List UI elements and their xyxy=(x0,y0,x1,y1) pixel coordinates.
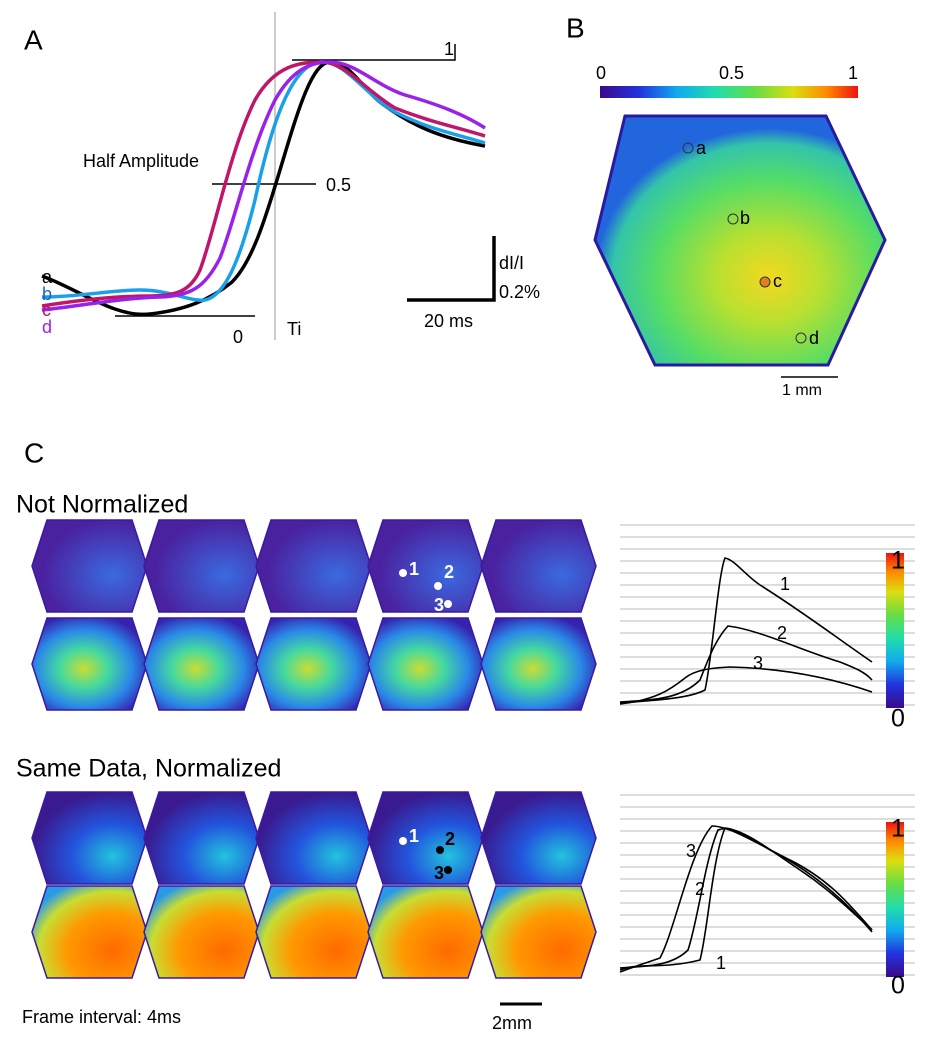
scale-label: 1 mm xyxy=(782,382,822,399)
activation-map xyxy=(255,617,372,711)
colorbar-tick: 1 xyxy=(891,815,905,843)
activation-map xyxy=(255,519,372,613)
colorbar xyxy=(886,553,904,708)
base-label: 0 xyxy=(233,327,243,347)
activation-map xyxy=(367,791,484,885)
scale-y-value: 0.2% xyxy=(499,282,540,302)
panel-label: A xyxy=(24,24,43,55)
activation-map xyxy=(143,791,260,885)
activation-map xyxy=(31,617,148,711)
half-value: 0.5 xyxy=(326,175,351,195)
trace xyxy=(619,557,873,704)
activation-map xyxy=(593,114,887,367)
trace-label: b xyxy=(42,284,52,304)
colorbar-tick: 0.5 xyxy=(719,63,744,83)
trace-label: 3 xyxy=(753,653,763,673)
scale-x-label: 20 ms xyxy=(424,311,473,331)
activation-map xyxy=(143,885,260,979)
activation-map xyxy=(480,885,597,979)
activation-map xyxy=(367,885,484,979)
trace-label: d xyxy=(42,317,52,337)
point-label: 1 xyxy=(409,826,419,846)
trace xyxy=(619,666,873,705)
scale-bar xyxy=(407,236,496,302)
activation-map xyxy=(31,791,148,885)
trace xyxy=(41,60,486,302)
activation-map xyxy=(480,791,597,885)
scale-label: 2mm xyxy=(492,1013,532,1033)
trace xyxy=(619,828,873,969)
trace-label: 2 xyxy=(777,623,787,643)
point-label: b xyxy=(740,208,750,228)
activation-map xyxy=(367,519,484,613)
point-label: 1 xyxy=(409,559,419,579)
point-label: c xyxy=(773,271,782,291)
trace-label: 3 xyxy=(686,841,696,861)
point-label: a xyxy=(696,138,707,158)
activation-map xyxy=(143,519,260,613)
map-point xyxy=(399,569,407,577)
activation-map xyxy=(31,519,148,613)
peak-line xyxy=(292,44,456,61)
trace-label: c xyxy=(42,300,51,320)
map-point xyxy=(434,582,442,590)
scale-y-label: dI/I xyxy=(499,253,524,273)
point-label: 2 xyxy=(444,562,454,582)
colorbar xyxy=(600,86,858,98)
map-point xyxy=(795,332,807,344)
panel-label: C xyxy=(24,437,44,468)
activation-map xyxy=(255,791,372,885)
map-point xyxy=(682,142,694,154)
trace xyxy=(619,825,873,973)
trace-label: a xyxy=(42,267,53,287)
panel-label: B xyxy=(566,12,585,43)
activation-map xyxy=(480,617,597,711)
frame-interval: Frame interval: 4ms xyxy=(22,1007,181,1027)
map-point xyxy=(436,846,444,854)
row-title: Not Normalized xyxy=(16,491,188,519)
map-point xyxy=(727,213,739,225)
colorbar-tick: 0 xyxy=(891,705,905,733)
activation-map xyxy=(480,519,597,613)
colorbar-tick: 0 xyxy=(596,63,606,83)
point-label: 2 xyxy=(445,829,455,849)
half-label: Half Amplitude xyxy=(83,151,199,171)
activation-map xyxy=(31,885,148,979)
colorbar-tick: 1 xyxy=(891,547,905,575)
trace xyxy=(41,60,486,312)
map-point xyxy=(759,276,771,288)
map-point xyxy=(444,866,452,874)
row-title: Same Data, Normalized xyxy=(16,755,281,783)
point-label: 3 xyxy=(434,863,444,883)
colorbar xyxy=(886,822,904,977)
activation-map xyxy=(143,617,260,711)
activation-map xyxy=(367,617,484,711)
colorbar-tick: 1 xyxy=(848,63,858,83)
trace xyxy=(619,625,873,703)
activation-map xyxy=(255,885,372,979)
trace xyxy=(619,827,873,971)
point-label: d xyxy=(809,328,819,348)
colorbar-tick: 0 xyxy=(891,972,905,1000)
trace-label: 1 xyxy=(780,574,790,594)
map-point xyxy=(399,837,407,845)
time-label: Ti xyxy=(287,319,301,339)
trace-label: 1 xyxy=(716,953,726,973)
point-label: 3 xyxy=(434,595,444,615)
map-point xyxy=(444,600,452,608)
peak-label: 1 xyxy=(444,39,454,59)
trace-label: 2 xyxy=(695,879,705,899)
